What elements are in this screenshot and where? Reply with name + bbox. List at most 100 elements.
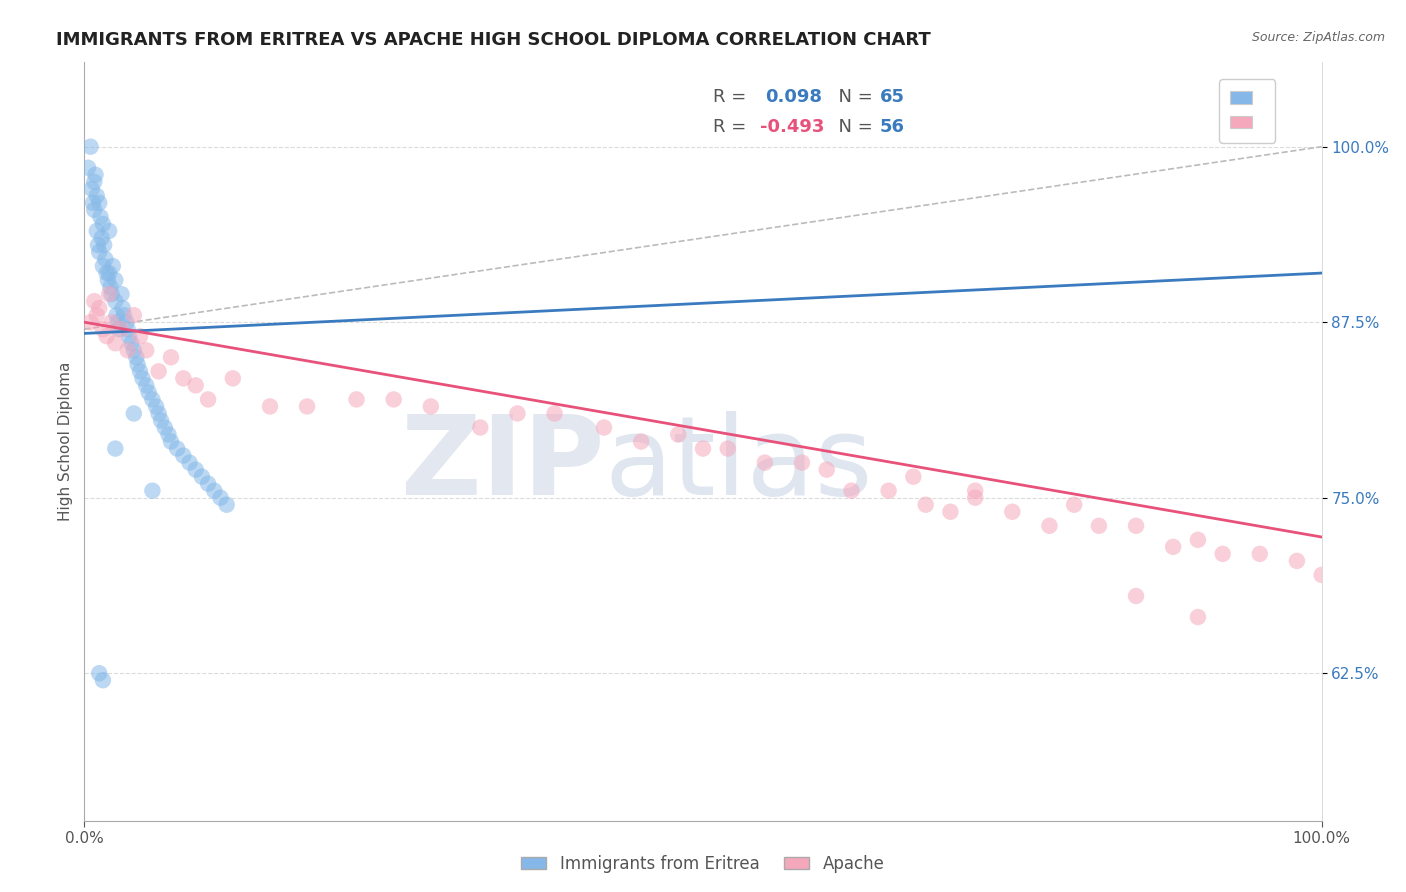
Point	[93, 238, 115, 252]
Text: -0.493: -0.493	[759, 118, 824, 136]
Point	[1161, 540, 1184, 554]
Point	[160, 434, 183, 449]
Text: IMMIGRANTS FROM ERITREA VS APACHE HIGH SCHOOL DIPLOMA CORRELATION CHART: IMMIGRANTS FROM ERITREA VS APACHE HIGH S…	[56, 31, 931, 49]
Point	[91, 259, 114, 273]
Point	[965, 483, 987, 498]
Point	[115, 315, 138, 329]
Point	[153, 420, 176, 434]
Point	[117, 322, 139, 336]
Point	[111, 301, 134, 315]
Point	[83, 202, 105, 217]
Point	[100, 315, 122, 329]
Point	[197, 476, 219, 491]
Point	[903, 469, 925, 483]
Text: R =: R =	[713, 87, 758, 105]
Point	[87, 238, 110, 252]
Text: atlas: atlas	[605, 411, 873, 517]
Point	[120, 336, 142, 351]
Point	[1088, 518, 1111, 533]
Point	[1063, 498, 1085, 512]
Point	[1249, 547, 1271, 561]
Point	[717, 442, 740, 456]
Point	[877, 483, 900, 498]
Point	[1285, 554, 1308, 568]
Point	[166, 442, 188, 456]
Point	[131, 371, 153, 385]
Point	[104, 294, 127, 309]
Point	[94, 252, 117, 266]
Point	[215, 498, 238, 512]
Point	[127, 357, 149, 371]
Point	[80, 182, 103, 196]
Point	[1038, 518, 1060, 533]
Point	[79, 315, 101, 329]
Point	[135, 378, 157, 392]
Text: R =: R =	[713, 118, 752, 136]
Point	[141, 392, 163, 407]
Point	[1125, 589, 1147, 603]
Point	[98, 287, 121, 301]
Point	[145, 400, 167, 414]
Point	[172, 449, 194, 463]
Point	[148, 364, 170, 378]
Point	[666, 427, 689, 442]
Point	[209, 491, 232, 505]
Point	[179, 456, 201, 470]
Point	[122, 343, 145, 358]
Point	[91, 217, 114, 231]
Point	[1125, 518, 1147, 533]
Point	[1001, 505, 1024, 519]
Text: N =: N =	[827, 118, 879, 136]
Point	[1187, 610, 1209, 624]
Point	[112, 308, 135, 322]
Point	[939, 505, 962, 519]
Text: 56: 56	[880, 118, 905, 136]
Point	[157, 427, 180, 442]
Point	[150, 413, 173, 427]
Point	[110, 287, 132, 301]
Point	[98, 266, 121, 280]
Point	[98, 224, 121, 238]
Point	[135, 343, 157, 358]
Point	[83, 175, 105, 189]
Point	[346, 392, 368, 407]
Point	[86, 189, 108, 203]
Point	[191, 469, 214, 483]
Point	[815, 462, 838, 476]
Point	[83, 294, 105, 309]
Point	[105, 308, 128, 322]
Point	[790, 456, 813, 470]
Point	[90, 231, 112, 245]
Point	[506, 407, 529, 421]
Point	[172, 371, 194, 385]
Point	[138, 385, 160, 400]
Point	[96, 329, 118, 343]
Point	[122, 308, 145, 322]
Point	[108, 322, 131, 336]
Point	[382, 392, 405, 407]
Point	[79, 139, 101, 153]
Point	[122, 407, 145, 421]
Point	[107, 315, 129, 329]
Y-axis label: High School Diploma: High School Diploma	[58, 362, 73, 521]
Point	[86, 224, 108, 238]
Point	[89, 244, 111, 259]
Point	[117, 343, 139, 358]
Text: 0.098: 0.098	[765, 87, 823, 105]
Point	[419, 400, 441, 414]
Point	[91, 322, 114, 336]
Point	[98, 280, 121, 294]
Point	[1310, 568, 1333, 582]
Point	[96, 266, 118, 280]
Point	[202, 483, 225, 498]
Point	[470, 420, 492, 434]
Point	[184, 462, 207, 476]
Text: ZIP: ZIP	[401, 411, 605, 517]
Point	[197, 392, 219, 407]
Point	[91, 673, 114, 688]
Text: N =: N =	[827, 87, 879, 105]
Point	[129, 329, 152, 343]
Point	[84, 168, 107, 182]
Point	[543, 407, 565, 421]
Point	[148, 407, 170, 421]
